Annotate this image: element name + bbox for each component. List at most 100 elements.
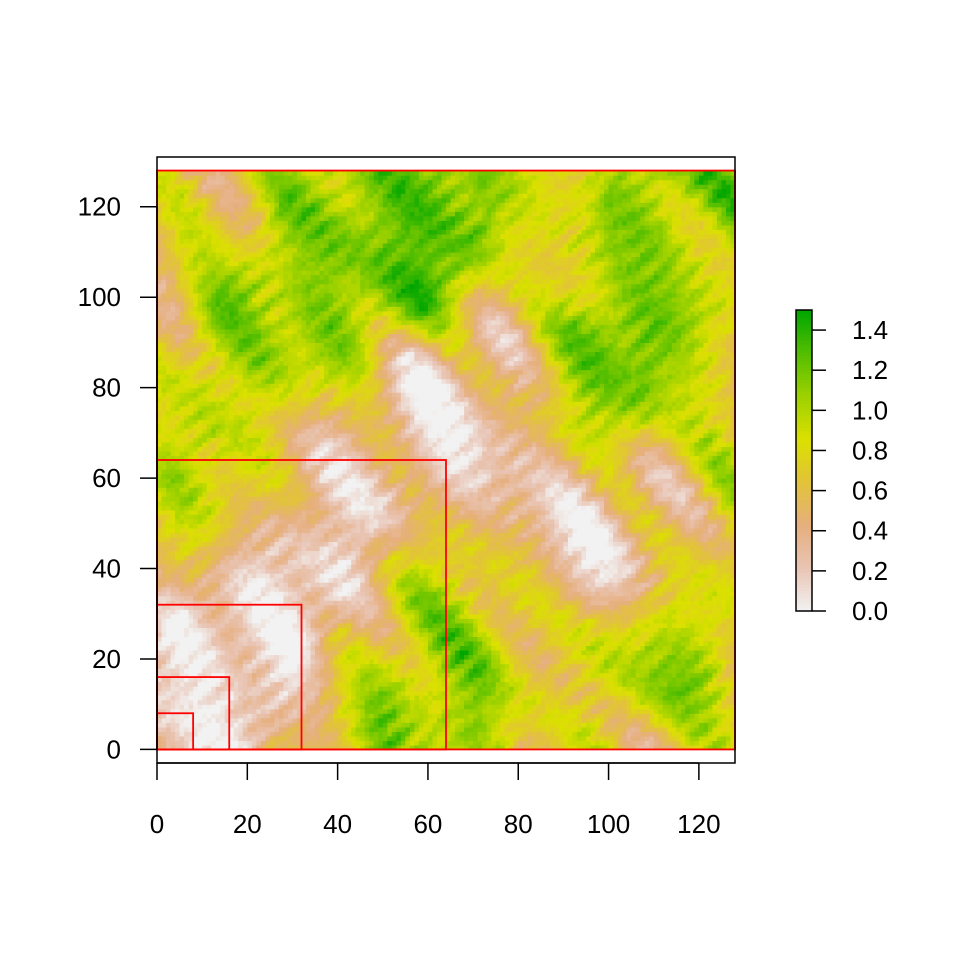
colorbar-segment bbox=[796, 469, 812, 474]
colorbar-segment bbox=[796, 589, 812, 594]
x-tick-label: 40 bbox=[323, 809, 352, 839]
y-tick-label: 80 bbox=[92, 373, 121, 403]
x-tick-label: 60 bbox=[413, 809, 442, 839]
colorbar-segment bbox=[796, 481, 812, 486]
colorbar-segment bbox=[796, 382, 812, 386]
colorbar-segment bbox=[796, 517, 812, 522]
colorbar-tick-label: 1.0 bbox=[852, 395, 888, 425]
colorbar-segment bbox=[796, 397, 812, 401]
colorbar-tick-label: 1.4 bbox=[852, 315, 888, 345]
colorbar-segment bbox=[796, 343, 812, 347]
colorbar-segment bbox=[796, 490, 812, 495]
colorbar-frame bbox=[795, 309, 813, 612]
colorbar-tick-label: 0.0 bbox=[852, 596, 888, 626]
y-tick-label: 0 bbox=[107, 734, 121, 764]
colorbar-segment bbox=[796, 406, 812, 410]
colorbar-segment bbox=[796, 403, 812, 407]
colorbar-segment bbox=[796, 427, 812, 431]
colorbar-segment bbox=[796, 379, 812, 383]
colorbar-segment bbox=[796, 592, 812, 597]
colorbar-segment bbox=[796, 358, 812, 362]
y-tick-label: 20 bbox=[92, 644, 121, 674]
colorbar-segment bbox=[796, 493, 812, 498]
colorbar-segment bbox=[796, 391, 812, 395]
colorbar-segment bbox=[796, 355, 812, 359]
colorbar-tick-label: 0.2 bbox=[852, 556, 888, 586]
colorbar-segment bbox=[796, 496, 812, 501]
colorbar-tick-label: 0.6 bbox=[852, 476, 888, 506]
colorbar-segment bbox=[796, 412, 812, 416]
colorbar-tick-label: 0.4 bbox=[852, 516, 888, 546]
x-tick-label: 100 bbox=[587, 809, 630, 839]
colorbar-tick-label: 1.2 bbox=[852, 355, 888, 385]
colorbar-segment bbox=[796, 586, 812, 591]
colorbar-segment bbox=[796, 526, 812, 531]
colorbar-segment bbox=[796, 352, 812, 356]
colorbar-segment bbox=[796, 433, 812, 438]
colorbar-segment bbox=[796, 562, 812, 567]
x-tick-label: 0 bbox=[150, 809, 164, 839]
colorbar-segment bbox=[796, 580, 812, 585]
colorbar-segment bbox=[796, 340, 812, 344]
colorbar-segment bbox=[796, 538, 812, 543]
colorbar-segment bbox=[796, 457, 812, 462]
colorbar-segment bbox=[796, 373, 812, 377]
colorbar-segment bbox=[796, 544, 812, 549]
colorbar-segment bbox=[796, 334, 812, 338]
colorbar-segment bbox=[796, 370, 812, 374]
colorbar-segment bbox=[796, 511, 812, 516]
colorbar-segment bbox=[796, 349, 812, 353]
colorbar-segment bbox=[796, 595, 812, 600]
colorbar-segment bbox=[796, 322, 812, 326]
colorbar-segment bbox=[796, 424, 812, 428]
x-tick-label: 120 bbox=[677, 809, 720, 839]
colorbar-segment bbox=[796, 487, 812, 492]
colorbar-segment bbox=[796, 571, 812, 576]
colorbar-segment bbox=[796, 547, 812, 552]
colorbar-segment bbox=[796, 400, 812, 404]
y-tick-label: 60 bbox=[92, 463, 121, 493]
colorbar-segment bbox=[796, 607, 812, 612]
colorbar-segment bbox=[796, 502, 812, 507]
colorbar-segment bbox=[796, 523, 812, 528]
colorbar-segment bbox=[796, 601, 812, 606]
colorbar-segment bbox=[796, 499, 812, 504]
colorbar-segment bbox=[796, 319, 812, 323]
colorbar-segment bbox=[796, 394, 812, 398]
colorbar-segment bbox=[796, 409, 812, 413]
colorbar-segment bbox=[796, 532, 812, 537]
colorbar-segment bbox=[796, 460, 812, 465]
colorbar-segment bbox=[796, 445, 812, 450]
colorbar-segment bbox=[796, 451, 812, 456]
colorbar-legend: 0.0 0.2 0.4 0.6 0.8 1.0 1.2 1.4 bbox=[795, 309, 888, 626]
colorbar-segment bbox=[796, 535, 812, 540]
colorbar-segment bbox=[796, 439, 812, 444]
colorbar-segment bbox=[796, 364, 812, 368]
x-tick-label: 20 bbox=[233, 809, 262, 839]
y-tick-label: 100 bbox=[78, 282, 121, 312]
colorbar-segment bbox=[796, 574, 812, 579]
colorbar-segment bbox=[796, 361, 812, 365]
colorbar-segment bbox=[796, 505, 812, 510]
colorbar-segment bbox=[796, 604, 812, 609]
colorbar-segment bbox=[796, 565, 812, 570]
colorbar-segment bbox=[796, 454, 812, 459]
x-tick-label: 80 bbox=[504, 809, 533, 839]
colorbar-segment bbox=[796, 550, 812, 555]
colorbar-segment bbox=[796, 436, 812, 441]
colorbar-segment bbox=[796, 559, 812, 564]
colorbar-segment bbox=[796, 472, 812, 477]
colorbar-segment bbox=[796, 388, 812, 392]
colorbar-segment bbox=[796, 337, 812, 341]
colorbar-segment bbox=[796, 475, 812, 480]
colorbar-segment bbox=[796, 367, 812, 371]
colorbar-segment bbox=[796, 466, 812, 471]
colorbar-segment bbox=[796, 529, 812, 534]
colorbar-segment bbox=[796, 448, 812, 453]
colorbar-segment bbox=[796, 376, 812, 380]
colorbar-tick-label: 0.8 bbox=[852, 435, 888, 465]
colorbar-segment bbox=[796, 421, 812, 425]
colorbar-segment bbox=[796, 385, 812, 389]
colorbar-segment bbox=[796, 346, 812, 350]
